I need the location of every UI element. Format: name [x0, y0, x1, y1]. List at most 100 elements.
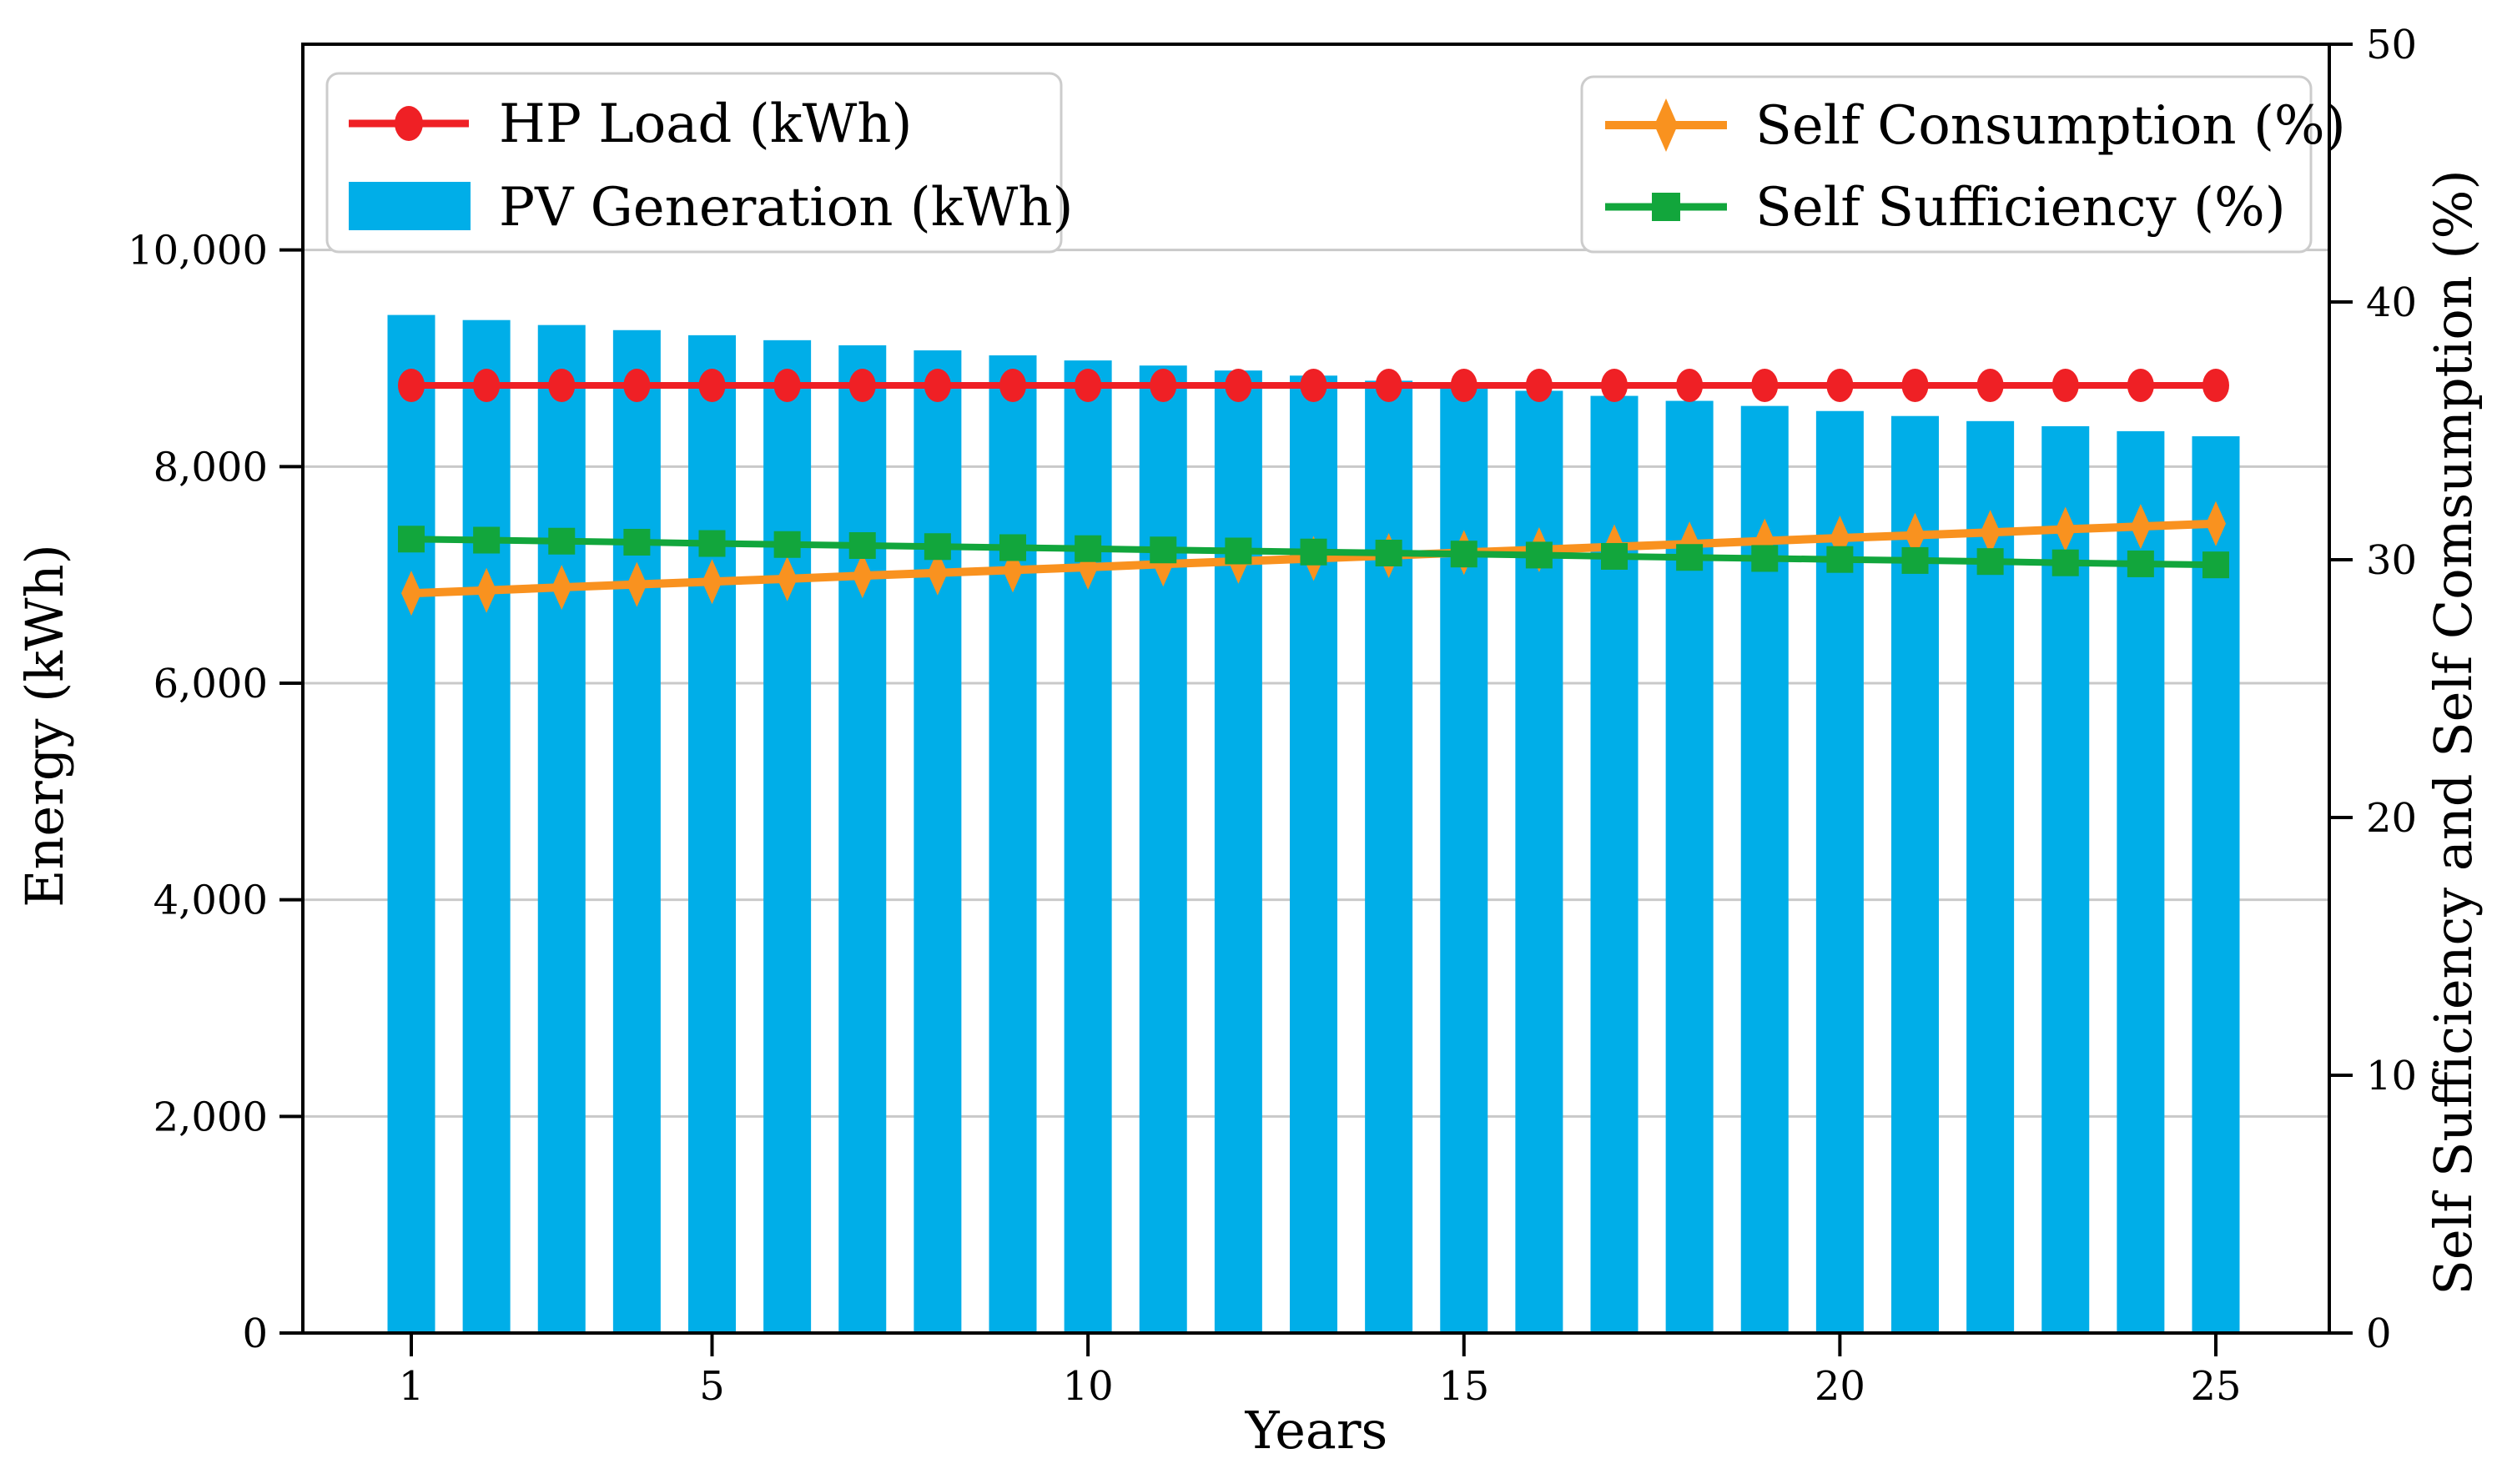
hp-load-marker [1676, 368, 1704, 402]
legend-energy-box [325, 72, 1063, 254]
pv-generation-bar [838, 345, 887, 1334]
self-consumption-marker [1905, 512, 1926, 558]
self-sufficiency-marker [1826, 546, 1854, 573]
self-sufficiency-marker [473, 526, 501, 554]
left-axis-title: Energy (kWh) [14, 544, 75, 908]
hp-load-marker [1751, 368, 1779, 402]
hp-load-marker [773, 368, 801, 402]
right-axis-title: Self Sufficiency and Self Comsumption (%… [2423, 169, 2484, 1295]
pv-generation-bar [387, 314, 435, 1333]
self-consumption-marker [1980, 510, 2001, 556]
hp-load-marker [924, 368, 951, 402]
x-tick-label: 1 [399, 1363, 425, 1410]
self-sufficiency-marker [773, 531, 801, 558]
x-tick-label: 5 [699, 1363, 725, 1410]
self-sufficiency-marker [1300, 538, 1327, 566]
hp-load-marker [848, 368, 876, 402]
pv-generation-bar [612, 329, 661, 1333]
legend-item-pv-generation: PV Generation (kWh) [349, 177, 1073, 239]
hp-load-marker [698, 368, 726, 402]
self-consumption-marker [2130, 504, 2151, 550]
hp-load-marker [2051, 368, 2079, 402]
legend-item-self-sufficiency: Self Sufficiency (%) [1605, 177, 2286, 239]
self-consumption-marker [476, 567, 497, 613]
self-sufficiency-marker [1450, 541, 1477, 568]
hp-load-marker [1375, 368, 1402, 402]
self-consumption-marker [777, 556, 798, 601]
hp-load-marker [1826, 368, 1854, 402]
self-sufficiency-marker [1601, 542, 1628, 570]
right-tick-label: 50 [2366, 22, 2417, 68]
self-sufficiency-marker [2051, 549, 2079, 576]
pv-generation-bar [763, 340, 812, 1333]
self-consumption-marker [852, 553, 873, 599]
hp-load-marker [473, 368, 501, 402]
legend-item-self-consumption: Self Consumption (%) [1605, 95, 2346, 157]
legend-energy: HP Load (kWh) PV Generation (kWh) [325, 72, 1073, 254]
x-axis-title: Years [1245, 1400, 1388, 1461]
legend-percentage: Self Consumption (%) Self Sufficiency (%… [1580, 75, 2346, 254]
pv-generation-bar [1365, 380, 1413, 1333]
hp-load-marker [1075, 368, 1102, 402]
self-consumption-marker [927, 550, 948, 596]
self-sufficiency-marker [848, 532, 876, 560]
right-tick-label: 20 [2366, 795, 2417, 842]
left-tick-label: 0 [242, 1310, 268, 1357]
self-sufficiency-marker [999, 534, 1026, 561]
hp-load-marker [1300, 368, 1327, 402]
self-consumption-marker [2206, 501, 2226, 546]
self-sufficiency-marker [1075, 535, 1102, 562]
hp-load-marker [1150, 368, 1177, 402]
hp-load-marker [1601, 368, 1628, 402]
pv-generation-legend-swatch [349, 182, 471, 230]
pv-generation-bar [2041, 425, 2090, 1333]
left-tick-label: 2,000 [154, 1094, 268, 1140]
legend-label-pv-generation: PV Generation (kWh) [499, 177, 1073, 239]
self-sufficiency-legend-square-marker [1652, 193, 1680, 221]
x-tick-label: 10 [1063, 1363, 1114, 1410]
self-sufficiency-marker [1751, 545, 1779, 572]
pv-generation-bar [537, 324, 586, 1334]
self-sufficiency-marker [1676, 544, 1704, 571]
legend-label-hp-load: HP Load (kWh) [499, 93, 912, 155]
right-tick-label: 30 [2366, 537, 2417, 584]
pv-generation-bar [989, 355, 1037, 1334]
self-sufficiency-marker [548, 527, 576, 555]
hp-load-marker [623, 368, 651, 402]
hp-load-marker [1901, 368, 1929, 402]
right-tick-label: 40 [2366, 279, 2417, 326]
self-sufficiency-marker [623, 528, 651, 556]
right-tick-label: 10 [2366, 1053, 2417, 1099]
line-layer [398, 368, 2229, 616]
self-sufficiency-marker [1375, 539, 1402, 566]
self-consumption-marker [702, 559, 722, 605]
left-tick-label: 6,000 [154, 661, 268, 707]
hp-load-marker [398, 368, 425, 402]
self-sufficiency-marker [1225, 537, 1252, 565]
left-tick-label: 10,000 [128, 228, 268, 274]
legend-label-self-sufficiency: Self Sufficiency (%) [1755, 177, 2286, 239]
hp-load-marker [999, 368, 1026, 402]
pv-generation-bar [914, 350, 962, 1333]
pv-generation-bar [1064, 360, 1112, 1333]
legend-item-hp-load: HP Load (kWh) [349, 93, 912, 155]
hp-load-marker [1525, 368, 1553, 402]
self-consumption-marker [401, 571, 421, 616]
self-consumption-marker [627, 561, 647, 607]
self-sufficiency-marker [1901, 546, 1929, 574]
hp-load-marker [548, 368, 576, 402]
pv-generation-bar [688, 335, 736, 1333]
pv-generation-bar [2117, 430, 2165, 1334]
hp-load-legend-circle-marker [395, 106, 423, 141]
legend-percentage-box [1580, 75, 2313, 254]
x-tick-label: 15 [1438, 1363, 1489, 1410]
pv-generation-bar [1440, 385, 1488, 1333]
pv-generation-bar [2192, 435, 2240, 1333]
self-sufficiency-marker [1525, 541, 1553, 569]
self-sufficiency-marker [924, 533, 951, 561]
self-consumption-marker [551, 565, 572, 611]
pv-generation-bar [462, 319, 511, 1334]
